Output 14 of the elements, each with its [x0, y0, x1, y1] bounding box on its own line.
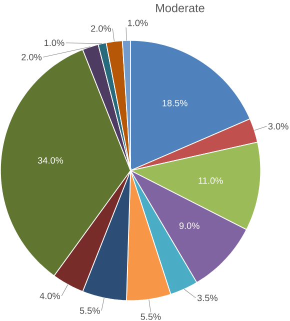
data-label: 18.5%	[162, 100, 188, 106]
data-label: 5.5%	[80, 307, 100, 314]
data-label: 11.0%	[198, 177, 223, 184]
data-label: 2.0%	[22, 54, 42, 60]
chart-title: Moderate	[156, 4, 204, 12]
data-label: 1.0%	[128, 20, 148, 26]
data-label: 2.0%	[91, 25, 112, 32]
data-label: 3.0%	[268, 123, 288, 130]
data-label: 4.0%	[40, 292, 60, 300]
data-label: 34.0%	[38, 157, 64, 164]
data-label: 1.0%	[44, 40, 64, 46]
data-label: 3.5%	[198, 294, 218, 302]
data-label: 9.0%	[180, 222, 200, 229]
data-label: 5.5%	[140, 314, 161, 320]
